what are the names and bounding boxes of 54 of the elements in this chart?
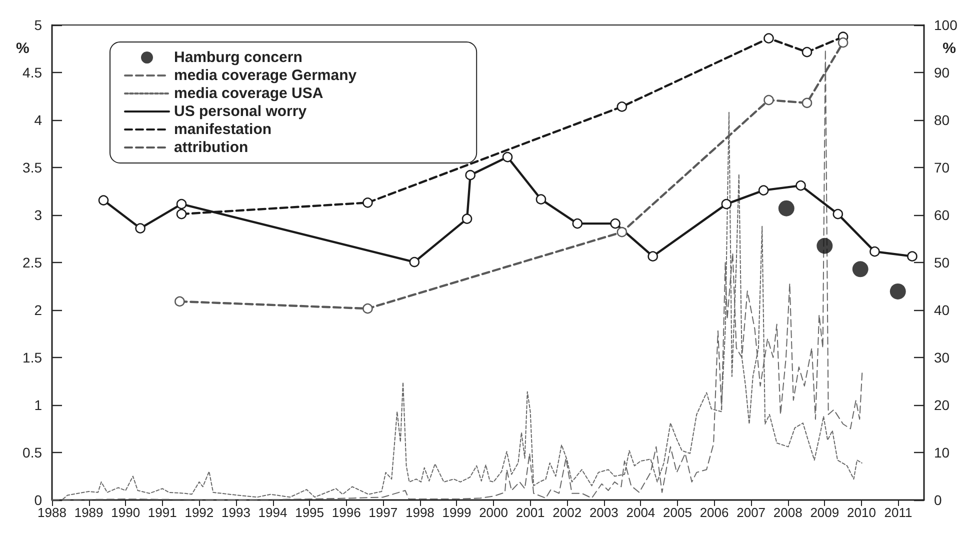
x-tick-label: 2008 — [773, 505, 802, 520]
x-tick-label: 1999 — [442, 505, 472, 520]
x-tick-label: 1988 — [38, 505, 66, 520]
y2-tick-label: 40 — [934, 302, 950, 318]
y-tick-label: 3 — [34, 207, 42, 223]
y-tick-label: 0.5 — [22, 444, 42, 460]
x-tick-label: 1990 — [111, 505, 140, 520]
x-tick-label: 1997 — [368, 505, 398, 520]
x-tick-label: 1998 — [405, 505, 434, 520]
x-tick-label: 2006 — [700, 505, 729, 520]
x-tick-label: 2011 — [884, 505, 912, 520]
y-tick-label: 2 — [34, 302, 42, 318]
y-tick-label: 2.5 — [22, 254, 42, 270]
legend-label: Hamburg concern — [174, 49, 302, 66]
legend-label: manifestation — [174, 121, 272, 138]
x-tick-label: 2001 — [516, 505, 545, 520]
legend-label: media coverage USA — [174, 85, 324, 102]
y2-axis-title: % — [942, 40, 956, 57]
y2-tick-label: 80 — [934, 112, 950, 128]
x-tick-label: 1991 — [148, 505, 177, 520]
y2-tick-label: 10 — [934, 444, 950, 460]
x-tick-label: 1992 — [184, 505, 214, 520]
x-tick-label: 1989 — [74, 505, 104, 520]
y2-tick-label: 0 — [934, 492, 942, 508]
y-tick-label: 5 — [34, 17, 42, 33]
x-tick-label: 2003 — [589, 505, 618, 520]
x-tick-label: 1995 — [295, 505, 324, 520]
x-tick-label: 2009 — [810, 505, 840, 520]
x-tick-label: 1993 — [222, 505, 250, 520]
legend-label: US personal worry — [174, 103, 308, 120]
legend-label: attribution — [174, 139, 248, 156]
x-tick-label: 1996 — [332, 505, 361, 520]
x-tick-label: 2004 — [626, 505, 656, 520]
y-tick-label: 4.5 — [22, 64, 42, 80]
y-tick-label: 3.5 — [22, 160, 42, 176]
y2-tick-label: 30 — [934, 350, 950, 366]
y2-tick-label: 90 — [934, 64, 950, 80]
y-tick-label: 4 — [34, 112, 42, 128]
legend-label: media coverage Germany — [174, 67, 358, 84]
x-tick-label: 2002 — [552, 505, 582, 520]
x-tick-label: 2000 — [479, 505, 508, 520]
y2-tick-label: 100 — [934, 17, 958, 33]
y-tick-label: 1.5 — [22, 350, 42, 366]
y2-tick-label: 70 — [934, 160, 950, 176]
y2-tick-label: 60 — [934, 207, 950, 223]
y-axis-title: % — [16, 40, 30, 57]
x-tick-label: 2005 — [663, 505, 692, 520]
y-tick-label: 0 — [34, 492, 42, 508]
y2-tick-label: 20 — [934, 397, 950, 413]
y-tick-label: 1 — [34, 397, 42, 413]
x-tick-label: 2007 — [736, 505, 766, 520]
x-tick-label: 2010 — [846, 505, 876, 520]
y2-tick-label: 50 — [934, 254, 950, 270]
x-tick-label: 1994 — [258, 505, 288, 520]
